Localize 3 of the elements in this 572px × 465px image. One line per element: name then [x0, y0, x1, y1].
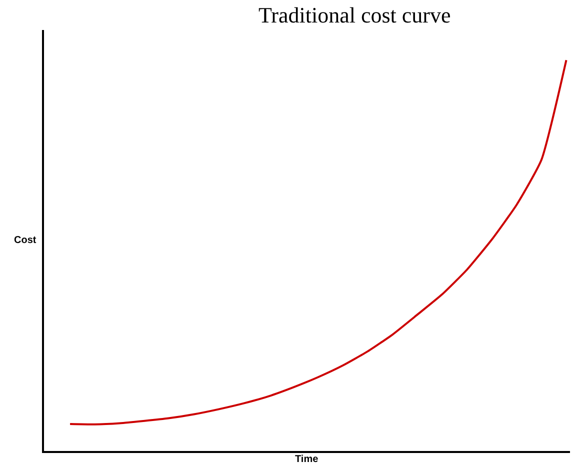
x-axis-title: Time [295, 454, 319, 465]
chart-title: Traditional cost curve [258, 2, 451, 28]
y-axis-title: Cost [14, 235, 37, 246]
